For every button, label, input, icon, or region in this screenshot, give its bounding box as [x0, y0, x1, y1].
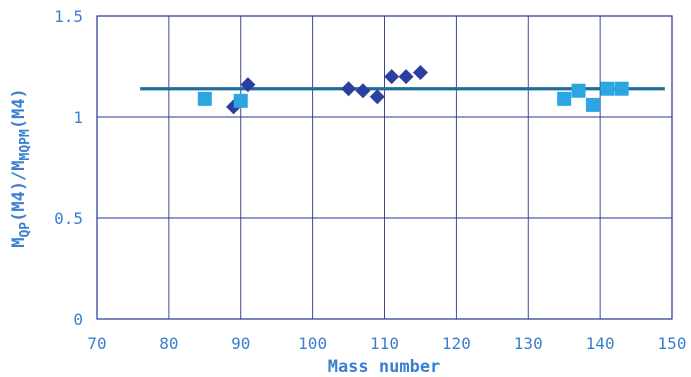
y-tick-label-0: 0	[73, 310, 83, 329]
y-axis-title-sub1: QP	[18, 222, 33, 238]
point-diamond-7	[412, 65, 428, 81]
y-axis-title-main3: (M4)	[9, 88, 29, 129]
x-tick-label-4: 110	[370, 334, 399, 353]
point-diamond-4	[369, 89, 385, 105]
point-diamond-1	[240, 77, 256, 93]
y-axis-title-main1: M	[9, 238, 29, 248]
y-axis-title: MQP(M4)/MMQPM(M4)	[9, 88, 33, 248]
data-points	[197, 65, 629, 115]
x-tick-label-0: 70	[87, 334, 106, 353]
point-diamond-6	[398, 69, 414, 85]
grid-lines	[96, 15, 673, 320]
y-axis-title-main2: (M4)/M	[9, 160, 29, 221]
point-square-6	[614, 81, 629, 96]
y-tick-labels: 0 0.5 1 1.5	[54, 7, 83, 329]
x-tick-label-6: 130	[514, 334, 543, 353]
point-diamond-3	[355, 83, 371, 99]
x-tick-label-1: 80	[159, 334, 178, 353]
x-tick-label-7: 140	[586, 334, 615, 353]
point-diamond-5	[384, 69, 400, 85]
point-square-4	[585, 97, 600, 112]
point-square-5	[600, 81, 615, 96]
point-square-0	[197, 91, 212, 106]
point-square-3	[571, 83, 586, 98]
x-axis-title: Mass number	[328, 357, 441, 377]
x-tick-label-2: 90	[231, 334, 250, 353]
y-axis-title-sub2: MQPM	[18, 129, 33, 160]
point-diamond-2	[341, 81, 357, 97]
x-tick-label-3: 100	[298, 334, 327, 353]
x-tick-labels: 70 80 90 100 110 120 130 140 150	[87, 334, 686, 353]
point-square-2	[557, 91, 572, 106]
point-square-1	[233, 93, 248, 108]
x-tick-label-8: 150	[658, 334, 687, 353]
y-tick-label-2: 1	[73, 108, 83, 127]
y-tick-label-1: 0.5	[54, 209, 83, 228]
y-tick-label-3: 1.5	[54, 7, 83, 26]
x-tick-label-5: 120	[442, 334, 471, 353]
plot-frame	[96, 15, 673, 320]
